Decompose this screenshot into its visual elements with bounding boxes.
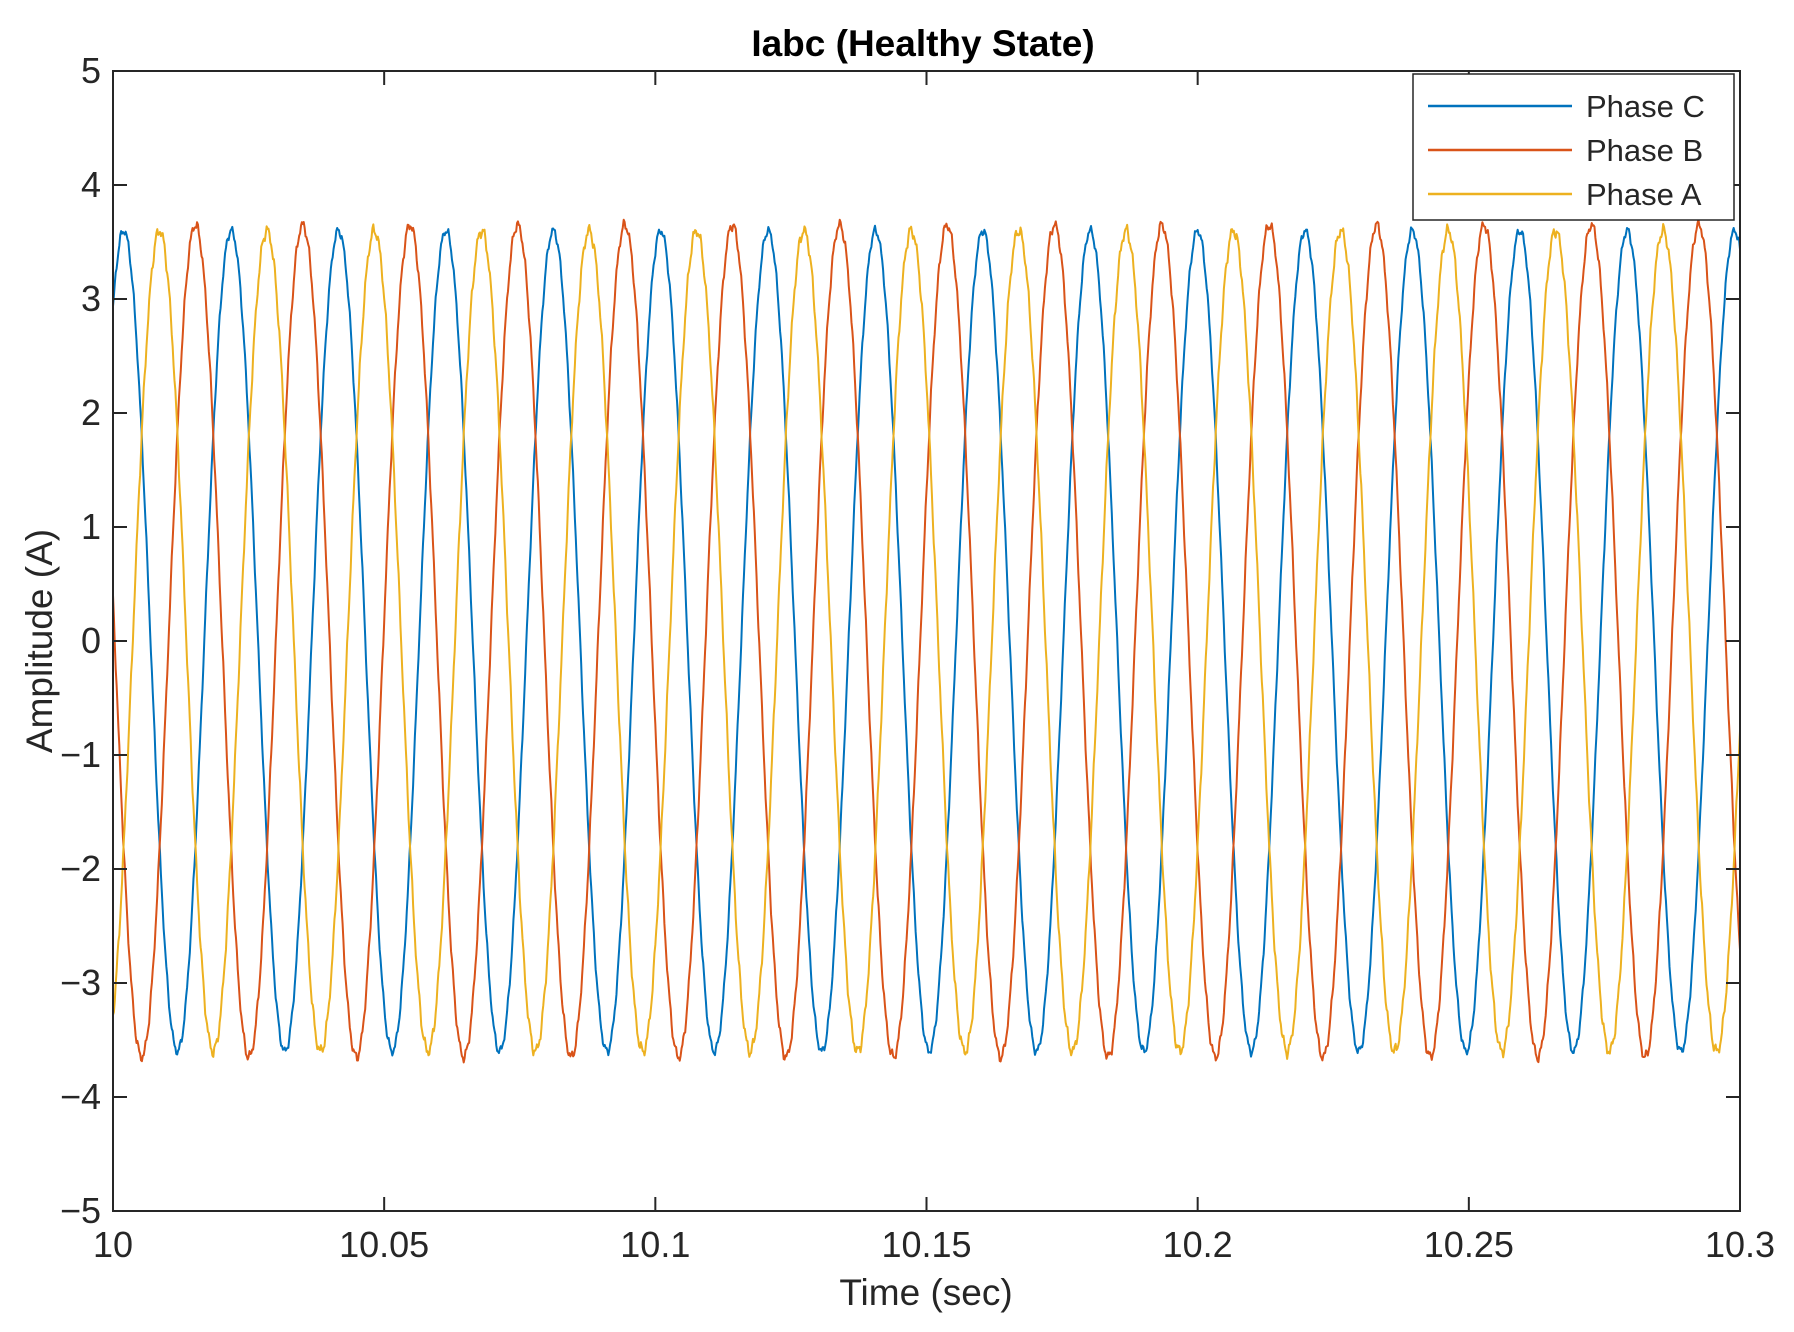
axes-background	[113, 71, 1740, 1211]
x-tick-label: 10.3	[1705, 1224, 1775, 1265]
y-tick-label: 4	[81, 164, 101, 205]
legend-entry: Phase C	[1428, 89, 1705, 124]
legend-entry: Phase A	[1428, 177, 1702, 212]
y-tick-label: −5	[60, 1190, 101, 1231]
x-tick-label: 10.2	[1163, 1224, 1233, 1265]
legend-entry: Phase B	[1428, 133, 1703, 168]
legend: Phase C Phase B Phase A	[1412, 73, 1735, 221]
series-line-phase-b	[112, 218, 1741, 1064]
x-axis-label: Time (sec)	[839, 1272, 1012, 1313]
legend-label: Phase A	[1586, 177, 1702, 212]
y-tick-labels: −5 −4 −3 −2 −1 0 1 2 3 4 5	[60, 50, 101, 1231]
y-tick-label: 0	[81, 620, 101, 661]
y-tick-label: −1	[60, 734, 101, 775]
y-tick-label: 3	[81, 278, 101, 319]
chart-title: Iabc (Healthy State)	[751, 23, 1094, 64]
plot-area	[112, 70, 1741, 1212]
x-tick-label: 10	[93, 1224, 133, 1265]
y-tick-label: 5	[81, 50, 101, 91]
x-tick-label: 10.1	[620, 1224, 690, 1265]
x-tick-labels: 10 10.05 10.1 10.15 10.2 10.25 10.3	[93, 1224, 1775, 1265]
x-tick-label: 10.25	[1424, 1224, 1514, 1265]
legend-label: Phase B	[1586, 133, 1703, 168]
series-line-phase-a	[112, 222, 1741, 1060]
legend-box	[1412, 73, 1735, 221]
tick-layer	[112, 70, 1741, 1212]
legend-label: Phase C	[1586, 89, 1705, 124]
series-line-phase-c	[112, 224, 1741, 1058]
x-tick-label: 10.15	[881, 1224, 971, 1265]
x-tick-label: 10.05	[339, 1224, 429, 1265]
y-tick-label: −2	[60, 848, 101, 889]
y-tick-label: −3	[60, 962, 101, 1003]
y-axis-label: Amplitude (A)	[19, 529, 60, 753]
legend-entries: Phase C Phase B Phase A	[1428, 89, 1705, 212]
y-tick-label: 2	[81, 392, 101, 433]
y-tick-label: −4	[60, 1076, 101, 1117]
y-tick-label: 1	[81, 506, 101, 547]
series-layer	[112, 218, 1741, 1064]
